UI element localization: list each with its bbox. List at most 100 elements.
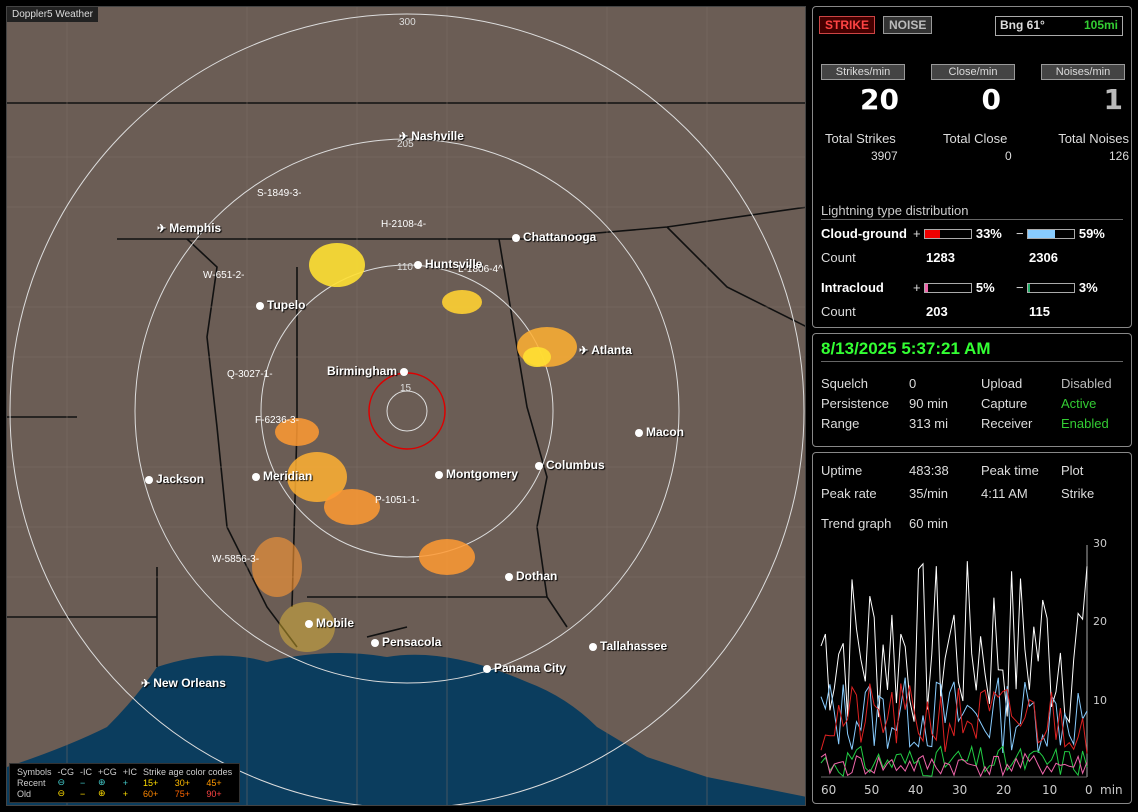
cg-neg-bar (1027, 229, 1076, 239)
city-birmingham: Birmingham (327, 364, 411, 378)
squelch-value: 0 (909, 376, 917, 391)
age-75: 75+ (174, 788, 190, 799)
strike-button[interactable]: STRIKE (819, 16, 876, 34)
storm-label: H-2108-4- (381, 219, 427, 230)
strike-clusters (252, 243, 577, 652)
minus-sign: − (1016, 280, 1024, 295)
peak-time-value: 4:11 AM (981, 486, 1028, 501)
cg-pos-pct: 33% (975, 226, 1002, 241)
storm-label: W-5856-3- (212, 554, 260, 565)
total-close-value: 0 (1005, 149, 1012, 163)
age-90: 90+ (206, 788, 222, 799)
city-pensacola: Pensacola (371, 635, 441, 649)
x-tick-label: 50 (864, 783, 879, 797)
county-lines (7, 7, 805, 805)
trend-series-line (820, 744, 1088, 778)
strike-stats-panel: STRIKE NOISE Bng 61° 105mi Strikes/min 2… (812, 6, 1132, 328)
x-tick-label: 30 (952, 783, 967, 797)
range-value: 313 mi (909, 416, 949, 431)
lightning-map[interactable]: Doppler5 Weather 300 205 110 15 ✈ Nashvil… (6, 6, 806, 806)
strikes-min-label: Strikes/min (821, 64, 905, 80)
trend-series-line (820, 683, 1088, 754)
ic-neg-count: 115 (1029, 304, 1050, 319)
bearing-readout: Bng 61° 105mi (995, 16, 1123, 36)
storm-label: P-1051-1- (375, 495, 420, 506)
cg-neg-recent-icon: ⊖ (57, 777, 66, 787)
y-tick-label: 20 (1093, 615, 1107, 628)
plus-sign: + (913, 226, 921, 241)
minus-sign: − (1016, 226, 1024, 241)
city-dothan: Dothan (505, 569, 557, 583)
legend-age-title: Strike age color codes (143, 767, 233, 777)
cg-neg-pct: 59% (1078, 226, 1105, 241)
ic-pos-bar-fill (925, 284, 928, 292)
total-noises-value: 126 (1108, 149, 1129, 163)
legend-cg-pos: +CG (98, 767, 117, 777)
total-strikes: Total Strikes 3907 (825, 131, 925, 163)
ring-label-110: 110 (397, 262, 413, 273)
peak-rate-value: 35/min (909, 486, 949, 501)
x-tick-label: 20 (996, 783, 1011, 797)
ic-neg-recent-icon: − (80, 777, 86, 788)
city-jackson: Jackson (145, 472, 204, 486)
city-chattanooga: Chattanooga (512, 230, 596, 244)
divider (821, 361, 1123, 362)
city-mobile: Mobile (305, 616, 354, 630)
storm-label: S-1849-3- (257, 188, 302, 199)
plot-value[interactable]: Strike (1061, 486, 1095, 501)
y-tick-label: 10 (1093, 694, 1107, 707)
distance-value: 105mi (1083, 18, 1118, 32)
x-tick-label: 0 (1085, 783, 1093, 797)
squelch-label: Squelch (821, 376, 868, 391)
city-montgomery: Montgomery (435, 467, 518, 481)
city-meridian: Meridian (252, 469, 312, 483)
total-strikes-label: Total Strikes (825, 131, 896, 146)
noises-min-value: 1 (1103, 83, 1123, 116)
persistence-value: 90 min (909, 396, 949, 411)
ic-count-label: Count (821, 304, 856, 319)
legend-ic-neg: -IC (80, 767, 93, 777)
cg-count-label: Count (821, 250, 856, 265)
plot-label: Plot (1061, 463, 1084, 478)
trend-graph-value[interactable]: 60 min (909, 516, 949, 531)
city-columbus: Columbus (535, 458, 605, 472)
ic-pos-count: 203 (926, 304, 948, 319)
cg-label: Cloud-ground (821, 226, 907, 241)
close-rate-box: Close/min 0 (931, 64, 1015, 116)
cg-pos-bar (924, 229, 973, 239)
x-tick-label: 10 (1042, 783, 1057, 797)
total-noises-label: Total Noises (1058, 131, 1129, 146)
total-close: Total Close 0 (943, 131, 1043, 163)
y-tick-label: 30 (1093, 539, 1107, 550)
ic-neg-old-icon: − (80, 788, 86, 799)
ic-pos-old-icon: + (122, 788, 129, 799)
storm-label: F-6236-3- (255, 415, 299, 426)
city-panama-city: Panama City (483, 661, 566, 675)
strikes-min-value: 20 (860, 83, 899, 116)
x-tick-label: 60 (821, 783, 836, 797)
capture-value: Active (1061, 396, 1097, 411)
distribution-title: Lightning type distribution (821, 203, 969, 218)
legend-old-label: Old (17, 788, 32, 799)
ic-neg-bar (1027, 283, 1076, 293)
cg-neg-old-icon: ⊖ (57, 788, 66, 798)
x-tick-label: 40 (908, 783, 923, 797)
trend-series-line (820, 561, 1088, 724)
status-panel: 8/13/2025 5:37:21 AM Squelch 0 Upload Di… (812, 333, 1132, 447)
receiver-label: Receiver (981, 416, 1033, 431)
bearing-value: Bng 61° (1000, 18, 1045, 32)
peak-time-label: Peak time (981, 463, 1039, 478)
x-tick-label: min (1100, 783, 1123, 797)
storm-label: Q-3027-1- (227, 369, 273, 380)
upload-label: Upload (981, 376, 1023, 391)
trend-graph-label: Trend graph (821, 516, 892, 531)
cg-neg-count: 2306 (1029, 250, 1058, 265)
receiver-value: Enabled (1061, 416, 1109, 431)
range-label: Range (821, 416, 860, 431)
peak-rate-label: Peak rate (821, 486, 877, 501)
cg-pos-bar-fill (925, 230, 941, 238)
uptime-label: Uptime (821, 463, 863, 478)
storm-label: W-651-2- (203, 270, 245, 281)
cg-pos-old-icon: ⊕ (98, 788, 106, 798)
noise-button[interactable]: NOISE (883, 16, 933, 34)
